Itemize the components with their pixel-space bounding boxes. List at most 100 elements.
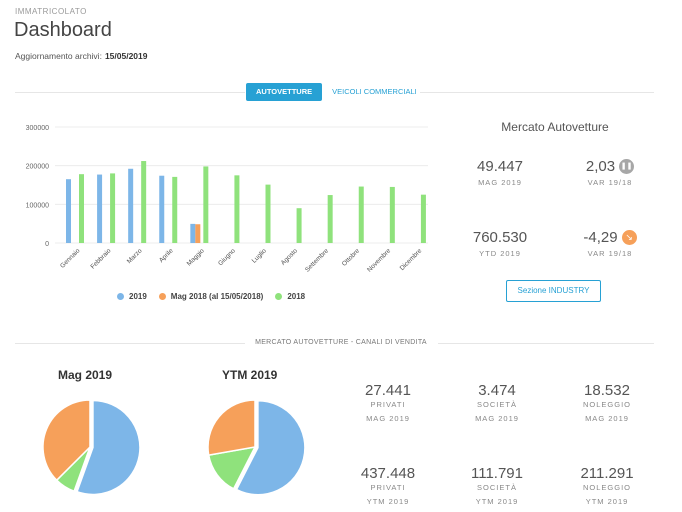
bar-2018[interactable] [358, 186, 364, 243]
channel-privati-mag: 27.441 PRIVATI MAG 2019 [333, 382, 443, 423]
industry-section-button[interactable]: Sezione INDUSTRY [506, 280, 601, 302]
legend-label-may2018: Mag 2018 (al 15/05/2018) [170, 292, 264, 301]
category-tabs: AUTOVETTURE VEICOLI COMMERCIALI [246, 83, 417, 101]
kpi-var-mag-value: 2,03 [585, 158, 616, 175]
x-tick-label: Gennaio [59, 247, 82, 270]
legend-item-2018[interactable]: 2018 [275, 292, 305, 301]
y-tick-label: 200000 [26, 164, 49, 171]
y-tick-label: 300000 [26, 125, 49, 132]
legend-item-may2018[interactable]: Mag 2018 (al 15/05/2018) [158, 292, 264, 301]
kpi-var-mag-label: VAR 19/18 [587, 178, 633, 187]
x-tick-label: Aprile [158, 247, 175, 264]
kpi-var-ytd: -4,29 ↘ VAR 19/18 [570, 229, 650, 258]
bar-2019[interactable] [66, 179, 71, 243]
channels-divider-right [438, 343, 654, 344]
bar-2018[interactable] [141, 161, 147, 243]
x-tick-label: Agosto [280, 247, 300, 267]
x-tick-label: Marzo [126, 247, 144, 265]
chart-legend: 2019 Mag 2018 (al 15/05/2018) 2018 [117, 292, 317, 301]
kpi-var-mag: 2,03 ❚❚ VAR 19/18 [570, 158, 650, 187]
header-divider [15, 92, 245, 93]
channel-period: MAG 2019 [585, 414, 629, 423]
channel-label: SOCIETÀ [477, 483, 517, 492]
channel-label: PRIVATI [370, 483, 406, 492]
x-tick-label: Luglio [251, 247, 268, 264]
legend-dot-2018 [275, 293, 283, 300]
kpi-ytd-2019-label: YTD 2019 [479, 249, 521, 258]
market-panel-title: Mercato Autovetture [501, 120, 609, 134]
y-tick-label: 100000 [26, 202, 49, 209]
pie-chart-ytm-2019 [207, 399, 306, 496]
bar-2018[interactable] [296, 208, 302, 243]
legend-label-2018: 2018 [287, 292, 306, 301]
channel-period: MAG 2019 [475, 414, 519, 423]
channel-value: 211.291 [580, 465, 634, 482]
pie-chart-mag-2019 [42, 399, 141, 496]
bar-2019[interactable] [190, 223, 196, 243]
x-tick-label: Dicembre [399, 247, 424, 272]
y-tick-label: 0 [45, 241, 49, 248]
channel-period: YTM 2019 [366, 497, 410, 506]
channel-value: 27.441 [365, 382, 411, 399]
pause-icon: ❚❚ [619, 159, 635, 174]
channel-period: MAG 2019 [366, 414, 410, 423]
channel-period: YTM 2019 [475, 497, 519, 506]
bar-2018[interactable] [389, 186, 395, 243]
legend-dot-may2018 [158, 293, 166, 300]
kpi-var-ytd-value: -4,29 [583, 229, 618, 246]
legend-dot-2019 [117, 293, 124, 300]
arrow-down-right-icon: ↘ [621, 230, 637, 245]
x-tick-label: Giugno [217, 247, 237, 267]
page-title: Dashboard [14, 19, 112, 41]
archive-update-date: 15/05/2019 [104, 51, 148, 61]
tab-veicoli-commerciali[interactable]: VEICOLI COMMERCIALI [332, 87, 417, 96]
bar-2018[interactable] [203, 166, 209, 243]
pie-slice-privati[interactable] [235, 399, 306, 496]
bar-2018[interactable] [420, 194, 426, 243]
legend-item-2019[interactable]: 2019 [117, 292, 147, 301]
x-tick-label: Ottobre [341, 247, 362, 268]
bar-2019[interactable] [159, 175, 165, 243]
x-tick-label: Febbraio [89, 247, 112, 270]
kpi-mag-2019-label: MAG 2019 [478, 178, 522, 187]
kpi-mag-2019-value: 49.447 [477, 158, 523, 175]
bar-2018[interactable] [265, 184, 271, 243]
pie-slice-noleggio[interactable] [42, 399, 91, 482]
pie-slice-privati[interactable] [76, 399, 141, 496]
archive-update: Aggiornamento archivi: 15/05/2019 [15, 51, 147, 61]
legend-label-2019: 2019 [129, 292, 147, 301]
bar-2018[interactable] [234, 175, 240, 243]
channel-value: 3.474 [478, 382, 516, 399]
bar-2019[interactable] [97, 174, 103, 243]
channel-label: NOLEGGIO [582, 483, 631, 492]
channel-label: SOCIETÀ [477, 400, 517, 409]
channel-privati-ytm: 437.448 PRIVATI YTM 2019 [333, 465, 443, 506]
bar-2019[interactable] [128, 168, 134, 243]
kpi-mag-2019: 49.447 MAG 2019 [460, 158, 540, 187]
channel-value: 437.448 [360, 465, 416, 482]
header-section-label: IMMATRICOLATO [15, 7, 87, 16]
bar-2018[interactable] [79, 174, 84, 243]
channel-label: NOLEGGIO [582, 400, 631, 409]
channel-societa-ytm: 111.791 SOCIETÀ YTM 2019 [442, 465, 552, 506]
channel-value: 111.791 [471, 465, 523, 482]
archive-update-label: Aggiornamento archivi: [15, 51, 102, 61]
pie-title-ytm-2019: YTM 2019 [222, 368, 278, 382]
kpi-var-ytd-label: VAR 19/18 [587, 249, 633, 258]
monthly-bar-chart: 0 100000 200000 300000 Gennaio Febbraio Marzo A… [26, 125, 428, 274]
kpi-ytd-2019-value: 760.530 [472, 229, 528, 246]
pie-slice-noleggio[interactable] [207, 399, 256, 457]
x-tick-label: Novembre [366, 247, 392, 273]
tab-autovetture[interactable]: AUTOVETTURE [246, 83, 323, 101]
channel-noleggio-ytm: 211.291 NOLEGGIO YTM 2019 [552, 465, 662, 506]
channel-societa-mag: 3.474 SOCIETÀ MAG 2019 [442, 382, 552, 423]
bar-2018[interactable] [172, 176, 178, 243]
bar-may2018[interactable] [195, 224, 201, 243]
bar-2018[interactable] [110, 173, 116, 243]
bar-2018[interactable] [327, 195, 333, 243]
kpi-ytd-2019: 760.530 YTD 2019 [460, 229, 540, 258]
channel-period: YTM 2019 [585, 497, 629, 506]
channels-divider-left [15, 343, 245, 344]
x-tick-label: Maggio [186, 247, 206, 267]
channel-noleggio-mag: 18.532 NOLEGGIO MAG 2019 [552, 382, 662, 423]
